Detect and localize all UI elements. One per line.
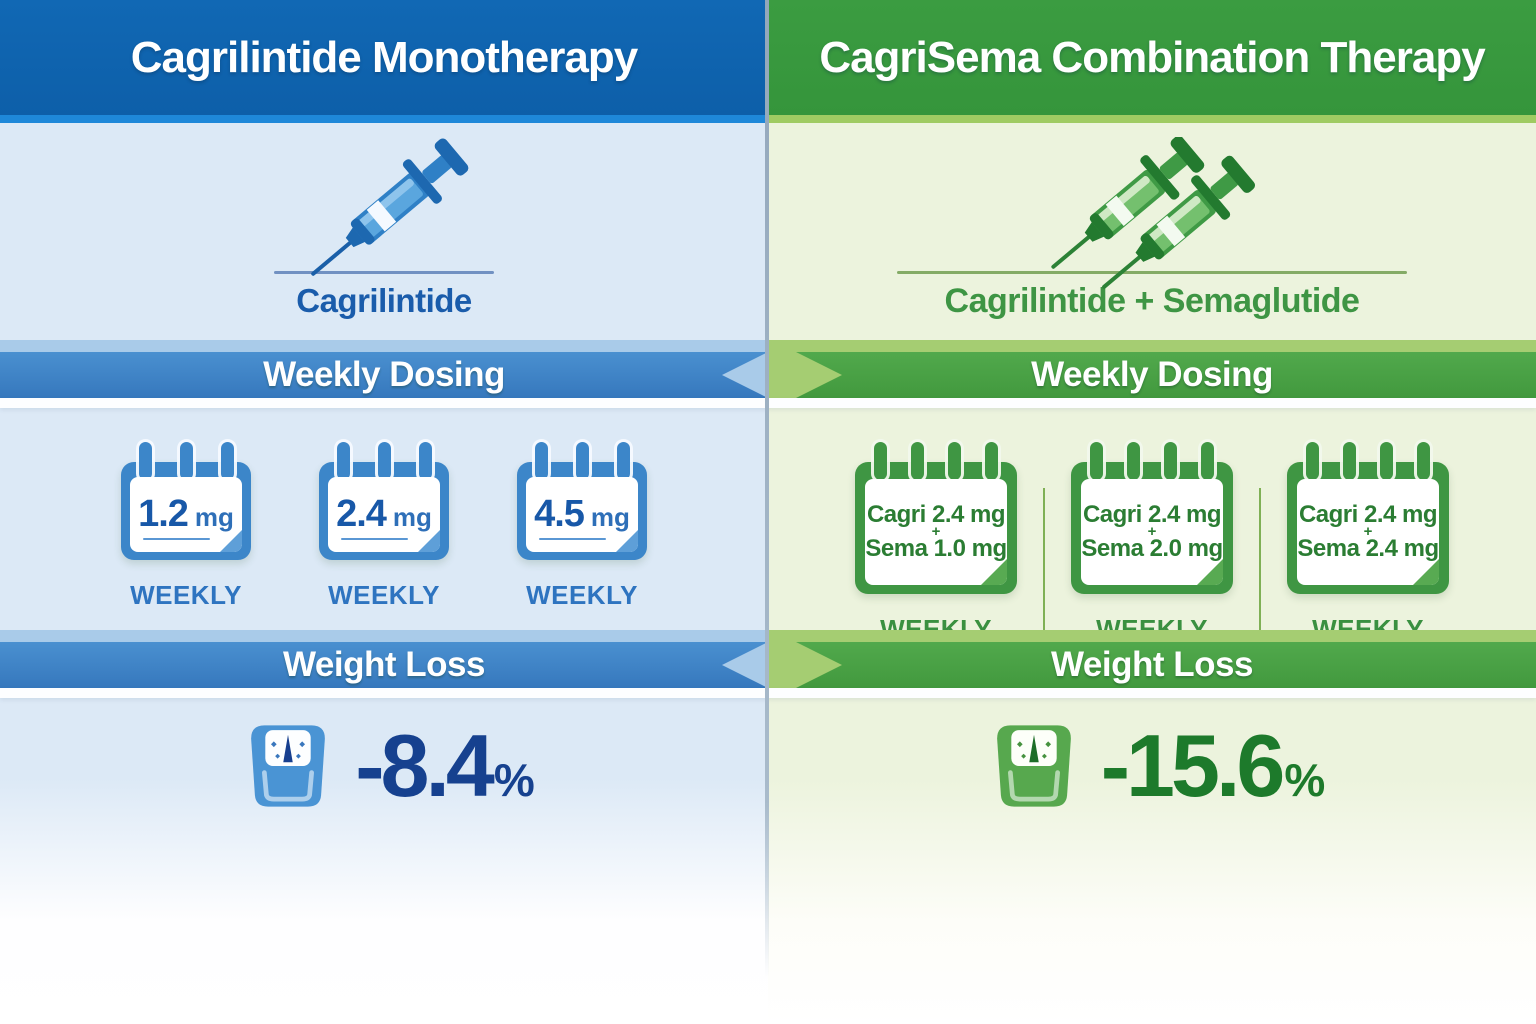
combination-hero: Cagrilintide + Semaglutide: [768, 123, 1536, 340]
cagri-dose: Cagri 2.4 mg: [866, 501, 1006, 529]
folded-corner: [418, 530, 440, 552]
combination-title: CagriSema Combination Therapy: [819, 32, 1485, 82]
dose-divider: [1259, 488, 1261, 638]
dose-unit: mg: [194, 502, 234, 532]
weight-loss-number: -8.4: [355, 716, 495, 815]
mono-dose-row: 1.2 mg WEEKLY 2.4 mg: [0, 408, 768, 630]
mono-dose-item-2: 2.4 mg WEEKLY: [319, 442, 449, 611]
cagri-dose: Cagri 2.4 mg: [1298, 501, 1438, 529]
dose-divider: [1043, 488, 1045, 638]
folded-corner: [1197, 559, 1223, 585]
calendar-underline: [539, 538, 606, 540]
plus-icon: +: [1147, 522, 1157, 540]
mono-dosing-banner-label: Weekly Dosing: [263, 355, 505, 394]
monotherapy-panel: Cagrilintide Monotherapy Cagr: [0, 0, 768, 1024]
syringe-icon: [311, 138, 469, 276]
sema-dose: Sema 1.0 mg: [865, 535, 1007, 563]
bottom-fade: [0, 836, 768, 1024]
dose-amount: 4.5: [534, 493, 585, 535]
combo-dose-item-3: Cagri 2.4 mg + Sema 2.4 mg WEEKLY: [1287, 442, 1449, 645]
dose-unit: mg: [590, 502, 630, 532]
mono-dose-item-1: 1.2 mg WEEKLY: [121, 442, 251, 611]
separator-strip: [0, 398, 768, 408]
monotherapy-drug-label: Cagrilintide: [296, 282, 472, 319]
folded-corner: [220, 530, 242, 552]
hero-underline: [897, 271, 1407, 274]
mono-dosing-ribbon: Weekly Dosing: [0, 352, 768, 398]
calendar-icon: Cagri 2.4 mg + Sema 1.0 mg: [855, 442, 1017, 594]
dose-amount: 2.4: [336, 493, 387, 535]
separator-strip: [768, 688, 1536, 698]
calendar-icon: Cagri 2.4 mg + Sema 2.0 mg: [1071, 442, 1233, 594]
folded-corner: [1413, 559, 1439, 585]
mono-weight-banner-label: Weight Loss: [283, 645, 485, 684]
combo-result-row: -15.6 %: [768, 696, 1536, 836]
folded-corner: [616, 530, 638, 552]
combo-dose-item-2: Cagri 2.4 mg + Sema 2.0 mg WEEKLY: [1071, 442, 1233, 645]
combo-weight-banner: Weight Loss: [768, 630, 1536, 688]
monotherapy-header: Cagrilintide Monotherapy: [0, 0, 768, 115]
mono-dose-item-3: 4.5 mg WEEKLY: [517, 442, 647, 611]
hero-underline: [274, 271, 494, 274]
calendar-icon: Cagri 2.4 mg + Sema 2.4 mg: [1287, 442, 1449, 594]
monotherapy-hero: Cagrilintide: [0, 123, 768, 340]
calendar-underline: [143, 538, 210, 540]
mono-dosing-banner: Weekly Dosing: [0, 340, 768, 398]
monotherapy-title: Cagrilintide Monotherapy: [130, 32, 638, 82]
combo-weight-loss-value: -15.6 %: [1101, 715, 1325, 817]
dose-frequency: WEEKLY: [526, 580, 638, 610]
scale-icon: [996, 725, 1071, 807]
scale-icon: [251, 725, 326, 807]
combo-weight-banner-label: Weight Loss: [1051, 645, 1253, 684]
combination-header: CagriSema Combination Therapy: [768, 0, 1536, 115]
bottom-fade: [768, 836, 1536, 1024]
weight-loss-percent-sign: %: [1284, 754, 1326, 806]
dose-frequency: WEEKLY: [328, 580, 440, 610]
calendar-icon: 2.4 mg: [319, 442, 449, 560]
mono-weight-banner: Weight Loss: [0, 630, 768, 688]
combination-panel: CagriSema Combination Therapy: [768, 0, 1536, 1024]
sema-dose: Sema 2.0 mg: [1081, 535, 1223, 563]
folded-corner: [981, 559, 1007, 585]
calendar-icon: 1.2 mg: [121, 442, 251, 560]
combo-dose-row: Cagri 2.4 mg + Sema 1.0 mg WEEKLY Cagri …: [768, 408, 1536, 644]
weight-loss-number: -15.6: [1100, 716, 1286, 815]
combination-drug-label: Cagrilintide + Semaglutide: [944, 282, 1360, 320]
sema-dose: Sema 2.4 mg: [1297, 535, 1439, 563]
panel-divider: [765, 0, 769, 978]
combo-dose-item-1: Cagri 2.4 mg + Sema 1.0 mg WEEKLY: [855, 442, 1017, 645]
separator-strip: [0, 688, 768, 698]
dose-unit: mg: [392, 502, 432, 532]
plus-icon: +: [931, 522, 941, 540]
separator-strip: [768, 398, 1536, 408]
cagri-dose: Cagri 2.4 mg: [1082, 501, 1222, 529]
dose-frequency: WEEKLY: [130, 580, 242, 610]
plus-icon: +: [1363, 522, 1373, 540]
weight-loss-percent-sign: %: [493, 754, 535, 806]
combo-dosing-banner: Weekly Dosing: [768, 340, 1536, 398]
calendar-underline: [341, 538, 408, 540]
blue-accent-strip: [0, 115, 768, 123]
combo-dosing-banner-label: Weekly Dosing: [1031, 355, 1273, 394]
mono-result-row: -8.4 %: [0, 696, 768, 836]
green-accent-strip: [768, 115, 1536, 123]
mono-weight-loss-value: -8.4 %: [355, 715, 535, 817]
combo-weight-ribbon: Weight Loss: [796, 642, 1536, 688]
dose-amount: 1.2: [138, 493, 189, 535]
combo-dosing-ribbon: Weekly Dosing: [796, 352, 1536, 398]
double-syringe-icon: [1034, 137, 1261, 289]
calendar-icon: 4.5 mg: [517, 442, 647, 560]
mono-weight-ribbon: Weight Loss: [0, 642, 768, 688]
